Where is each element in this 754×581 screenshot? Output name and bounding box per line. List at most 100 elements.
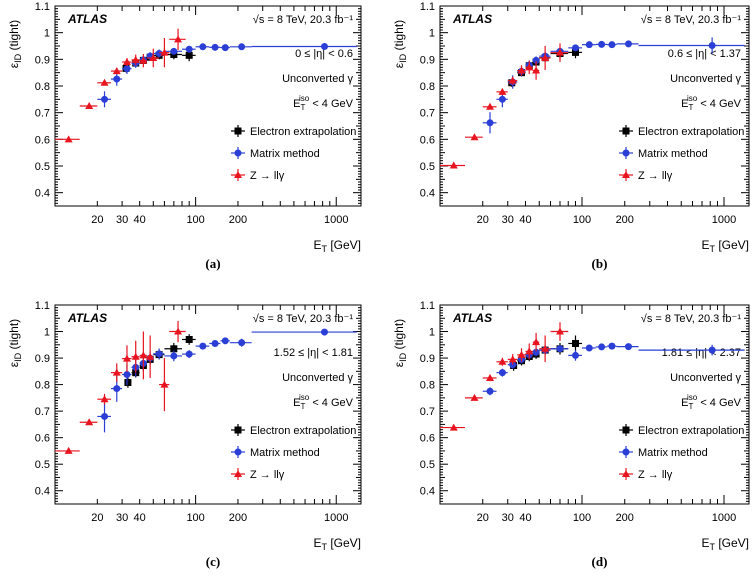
data-point-rad (131, 352, 140, 360)
data-point-rad (139, 351, 148, 359)
y-tick-label: 1.1 (420, 300, 435, 312)
y-tick-label: 0.5 (35, 161, 50, 173)
data-point-mm (113, 75, 121, 83)
y-tick-label: 0.6 (35, 433, 50, 445)
y-tick-label: 0.4 (35, 486, 50, 498)
y-axis-label: εID (tight) (7, 319, 23, 367)
x-tick-label: 30 (502, 512, 514, 524)
eta-range-label: 1.81 ≤ |η| < 2.37 (662, 347, 741, 359)
panel-a: 0.4 0.5 0.6 0.7 0.8 0.9 1 1.1 20 30 40 100 200 1000 ET… (7, 1, 362, 271)
x-tick-label: 40 (134, 214, 146, 226)
y-tick-label: 1 (429, 28, 435, 40)
legend-label-mm: Matrix method (638, 148, 708, 160)
data-point-rad (486, 373, 495, 381)
data-point-rad (532, 66, 541, 74)
data-point-mm (708, 346, 716, 354)
x-tick-label: 20 (91, 214, 103, 226)
data-point-rad (470, 393, 479, 401)
data-point-rad (149, 54, 158, 61)
y-tick-label: 0.7 (35, 406, 50, 418)
data-point-mm (155, 49, 163, 57)
legend-marker-ee (622, 127, 630, 135)
x-axis-label: ET [GeV] (701, 536, 749, 552)
legend-marker-mm (234, 448, 242, 456)
data-point-mm (155, 350, 163, 358)
data-point-rad (541, 344, 550, 352)
legend-marker-rad (622, 171, 630, 178)
legend-label-ee: Electron extrapolation (250, 425, 356, 437)
legend-label-mm: Matrix method (250, 447, 320, 459)
data-point-rad (449, 423, 458, 431)
y-tick-label: 0.9 (420, 353, 435, 365)
data-point-mm (708, 41, 716, 49)
legend-label-ee: Electron extrapolation (638, 425, 744, 437)
data-point-rad (470, 133, 479, 141)
x-tick-label: 40 (519, 512, 531, 524)
energy-lumi-label: √s = 8 TeV, 20.3 fb⁻¹ (253, 14, 354, 26)
y-tick-label: 1 (44, 28, 50, 40)
series-rad (440, 322, 569, 431)
data-point-mm (221, 337, 229, 345)
energy-lumi-label: √s = 8 TeV, 20.3 fb⁻¹ (253, 313, 354, 325)
y-tick-label: 1 (44, 327, 50, 339)
legend-marker-ee (234, 127, 242, 135)
data-point-rad (160, 380, 169, 388)
x-axis-label: ET [GeV] (313, 238, 361, 254)
data-point-rad (100, 395, 109, 403)
legend-marker-rad (234, 171, 242, 178)
y-tick-label: 0.8 (420, 380, 435, 392)
y-tick-label: 0.6 (35, 134, 50, 146)
data-point-rad (508, 76, 517, 84)
y-tick-label: 0.5 (35, 459, 50, 471)
panel-label: (d) (592, 554, 608, 569)
legend-marker-mm (622, 448, 630, 456)
data-point-mm (123, 65, 131, 73)
legend-marker-mm (622, 149, 630, 157)
legend-label-ee: Electron extrapolation (250, 126, 356, 138)
data-point-mm (486, 387, 494, 395)
data-point-mm (221, 44, 229, 52)
data-point-mm (598, 343, 606, 351)
y-tick-label: 1.1 (35, 1, 50, 13)
data-point-rad (525, 347, 534, 355)
x-tick-label: 100 (573, 214, 591, 226)
data-point-mm (199, 43, 207, 51)
legend-marker-rad (622, 470, 630, 477)
data-point-rad (517, 66, 526, 74)
y-tick-label: 1.1 (35, 300, 50, 312)
data-point-rad (146, 352, 155, 360)
isolation-label: ETiso < 4 GeV (681, 94, 742, 112)
y-tick-label: 0.5 (420, 459, 435, 471)
data-point-rad (174, 35, 183, 43)
panel-c: 0.4 0.5 0.6 0.7 0.8 0.9 1 1.1 20 30 40 100 200 1000 ET… (7, 300, 362, 569)
x-tick-label: 1000 (712, 214, 736, 226)
y-tick-label: 0.8 (35, 81, 50, 93)
data-point-mm (556, 345, 564, 353)
eta-range-label: 0 ≤ |η| < 0.6 (295, 48, 353, 60)
data-point-rad (498, 357, 507, 365)
y-tick-label: 0.8 (35, 380, 50, 392)
conversion-label: Unconverted γ (282, 73, 353, 85)
x-tick-label: 200 (229, 512, 247, 524)
x-tick-label: 40 (519, 214, 531, 226)
data-point-rad (508, 355, 517, 363)
panel-label: (c) (206, 554, 220, 569)
x-tick-label: 30 (116, 214, 128, 226)
x-tick-label: 30 (116, 512, 128, 524)
y-axis-label: εID (tight) (392, 319, 408, 367)
legend-label-rad: Z → llγ (638, 170, 673, 182)
data-point-rad (498, 87, 507, 95)
data-point-mm (608, 342, 616, 350)
conversion-label: Unconverted γ (282, 372, 353, 384)
legend-label-rad: Z → llγ (250, 170, 285, 182)
data-point-rad (525, 63, 534, 71)
data-point-rad (541, 54, 550, 61)
legend-label-ee: Electron extrapolation (638, 126, 744, 138)
data-point-mm (101, 95, 109, 103)
data-point-rad (112, 67, 121, 75)
y-tick-label: 0.4 (420, 188, 435, 200)
data-point-rad (556, 48, 565, 56)
series-rad (55, 28, 186, 143)
data-point-mm (211, 339, 219, 347)
y-tick-label: 0.5 (420, 161, 435, 173)
